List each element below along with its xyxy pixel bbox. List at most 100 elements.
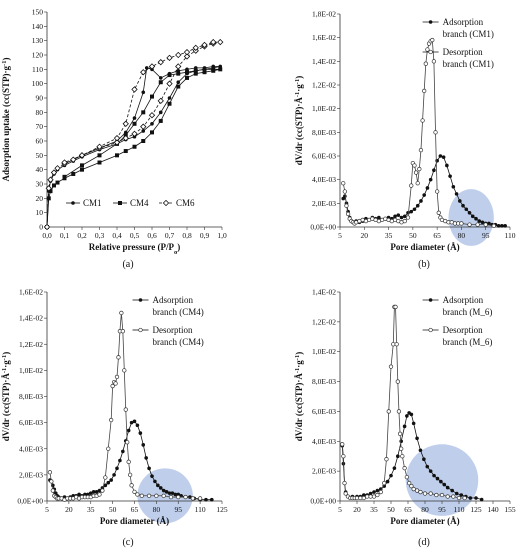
x-tick-label: 155 (504, 505, 516, 514)
legend-marker (428, 49, 433, 55)
y-tick-label: 70 (36, 122, 44, 131)
y-tick-label: 8,0E-03 (312, 377, 336, 386)
legend-label: CM4 (130, 198, 149, 208)
data-point (138, 431, 143, 435)
y-tick-label: 140 (32, 22, 44, 31)
data-point (70, 156, 77, 163)
data-point (503, 224, 507, 228)
data-point (384, 457, 389, 462)
data-point (467, 211, 472, 215)
data-point (45, 185, 52, 192)
legend-label: Adsorption (443, 295, 484, 305)
data-point (43, 223, 51, 231)
data-point (436, 210, 441, 215)
data-point (412, 207, 417, 212)
data-point (432, 473, 436, 478)
data-point (88, 491, 93, 495)
data-point (132, 121, 137, 126)
x-tick-label: 35 (370, 505, 378, 514)
x-tick-label: 110 (454, 505, 465, 514)
data-point (386, 409, 391, 414)
legend-marker (138, 327, 143, 333)
data-point (158, 118, 163, 123)
data-point (425, 186, 430, 190)
data-point (393, 214, 397, 219)
x-tick-label: 0,6 (147, 231, 157, 240)
x-tick-label: 95 (175, 505, 183, 514)
data-point (147, 466, 151, 471)
data-point (61, 159, 68, 166)
data-point (462, 495, 467, 501)
legend-marker (428, 298, 433, 302)
panel-caption: (b) (418, 259, 430, 270)
x-tick-label: 0,0 (42, 231, 52, 240)
x-tick-label: 0,5 (130, 231, 140, 240)
data-point (46, 196, 51, 201)
data-point (197, 496, 203, 501)
data-point (150, 474, 154, 478)
data-point (126, 428, 131, 433)
data-point (113, 381, 118, 386)
y-tick-label: 1,6E-02 (312, 33, 336, 42)
y-tick-label: 1,2E-02 (312, 317, 336, 326)
data-point (402, 218, 407, 224)
data-point (431, 59, 437, 64)
y-tick-label: 0,0E+00 (310, 223, 336, 232)
data-point (418, 448, 423, 453)
data-point (378, 489, 383, 495)
data-point (183, 53, 191, 60)
legend-label: CM1 (83, 198, 102, 208)
data-point (170, 491, 175, 495)
data-point (141, 110, 146, 115)
data-point (158, 486, 163, 490)
data-point (50, 488, 55, 493)
data-point (168, 494, 174, 500)
data-point (409, 483, 414, 489)
data-point (402, 424, 407, 429)
data-point (402, 214, 407, 219)
data-point (345, 211, 351, 217)
data-point (185, 75, 189, 80)
data-point (49, 479, 54, 484)
data-point (454, 491, 459, 496)
data-point (341, 181, 346, 186)
data-point (113, 139, 121, 146)
x-tick-label: 20 (65, 505, 73, 514)
data-point (122, 134, 129, 142)
y-tick-label: 1,8E-02 (312, 10, 336, 19)
data-point (132, 489, 137, 495)
data-point (422, 88, 427, 94)
data-point (433, 130, 438, 135)
data-point (474, 216, 478, 221)
data-point (202, 67, 207, 72)
data-point (432, 168, 436, 172)
data-point (131, 86, 138, 93)
y-tick-label: 30 (36, 180, 44, 189)
data-point (439, 492, 445, 498)
y-tick-label: 2,0E-03 (312, 467, 336, 476)
data-point (377, 215, 381, 220)
series-desorption-branch-m-6- (340, 304, 467, 501)
data-point (423, 61, 428, 66)
data-point (158, 76, 163, 80)
data-point (201, 41, 208, 49)
x-tick-label: 110 (505, 231, 516, 240)
x-axis-label: Pore diameter (Å) (100, 516, 169, 526)
data-point (103, 475, 108, 480)
data-point (445, 494, 450, 499)
y-tick-label: 1,2E-02 (19, 340, 43, 349)
data-point (166, 80, 173, 87)
data-point (394, 342, 399, 347)
data-point (158, 80, 163, 85)
data-point (368, 491, 373, 496)
data-point (167, 491, 172, 495)
data-point (132, 419, 137, 424)
data-point (428, 491, 433, 496)
data-point (47, 176, 54, 183)
data-point (126, 459, 131, 464)
chart-panel-d: 0,0E+00 2,0E-03 4,0E-03 6,0E-03 8,0E-03 1,0E-… (294, 288, 516, 549)
data-point (135, 423, 140, 428)
data-point (50, 169, 58, 176)
data-point (456, 495, 462, 501)
data-point (428, 177, 433, 182)
